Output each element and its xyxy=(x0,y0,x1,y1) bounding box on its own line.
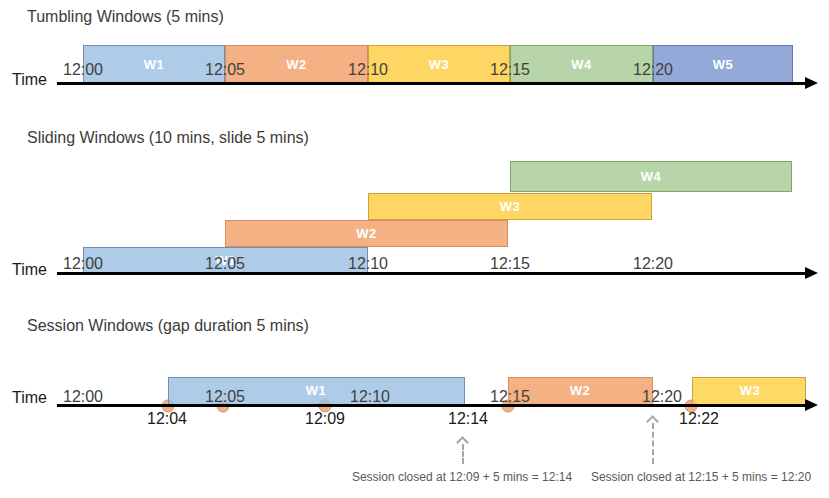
tumbling-tick-1200: 12:00 xyxy=(63,61,103,79)
tumbling-window-w2-label: W2 xyxy=(286,57,307,72)
sliding-tick-1215: 12:15 xyxy=(490,255,530,273)
tumbling-window-w1-label: W1 xyxy=(144,57,165,72)
tumbling-time-axis xyxy=(57,82,807,85)
session-window-w2-label: W2 xyxy=(570,383,591,398)
sliding-time-axis-label: Time xyxy=(12,261,47,279)
sliding-window-w2-label: W2 xyxy=(356,226,377,241)
session-tick-1210: 12:10 xyxy=(350,388,390,406)
tumbling-tick-1215: 12:15 xyxy=(490,61,530,79)
sliding-window-w2: W2 xyxy=(225,220,508,247)
sliding-tick-1210: 12:10 xyxy=(348,255,388,273)
sliding-window-w4: W4 xyxy=(510,161,792,192)
session-tick-1205: 12:05 xyxy=(205,388,245,406)
tumbling-window-w4: W4 xyxy=(510,45,653,83)
tumbling-window-w3-label: W3 xyxy=(429,57,450,72)
session-axis-arrow-icon xyxy=(805,399,818,411)
session-tick-1220: 12:20 xyxy=(642,388,682,406)
session-tick-1215: 12:15 xyxy=(490,388,530,406)
sliding-window-w4-label: W4 xyxy=(641,169,662,184)
tumbling-window-w5-label: W5 xyxy=(713,57,734,72)
sliding-axis-arrow-icon xyxy=(805,267,818,279)
session-event-label-1209: 12:09 xyxy=(305,410,345,428)
tumbling-window-w5: W5 xyxy=(653,45,793,83)
session-window-w1-label: W1 xyxy=(306,383,327,398)
session-section-title: Session Windows (gap duration 5 mins) xyxy=(27,317,309,335)
tumbling-axis-arrow-icon xyxy=(805,77,818,89)
sliding-window-w3: W3 xyxy=(368,193,652,220)
sliding-tick-1200: 12:00 xyxy=(63,255,103,273)
session-event-label-1222: 12:22 xyxy=(679,410,719,428)
tumbling-tick-1210: 12:10 xyxy=(348,61,388,79)
sliding-window-w3-label: W3 xyxy=(500,199,521,214)
session-time-axis-label: Time xyxy=(12,389,47,407)
tumbling-window-w4-label: W4 xyxy=(571,57,592,72)
windowing-strategies-diagram: Tumbling Windows (5 mins) W1 W2 W3 W4 W5… xyxy=(0,0,829,498)
tumbling-tick-1205: 12:05 xyxy=(205,61,245,79)
tumbling-section-title: Tumbling Windows (5 mins) xyxy=(27,8,224,26)
session-closed-arrow-2-line xyxy=(652,423,654,464)
tumbling-time-axis-label: Time xyxy=(12,71,47,89)
tumbling-window-w3: W3 xyxy=(368,45,510,83)
session-event-label-1204: 12:04 xyxy=(147,410,187,428)
session-window-w3-label: W3 xyxy=(740,383,761,398)
sliding-time-axis xyxy=(57,272,807,275)
session-closed-annotation-1: Session closed at 12:09 + 5 mins = 12:14 xyxy=(352,470,572,484)
tumbling-window-w1: W1 xyxy=(83,45,225,83)
tumbling-window-w2: W2 xyxy=(225,45,368,83)
sliding-section-title: Sliding Windows (10 mins, slide 5 mins) xyxy=(27,129,309,147)
tumbling-tick-1220: 12:20 xyxy=(633,61,673,79)
sliding-tick-1205: 12:05 xyxy=(205,255,245,273)
session-closed-annotation-2: Session closed at 12:15 + 5 mins = 12:20 xyxy=(591,470,811,484)
session-event-label-1214: 12:14 xyxy=(448,410,488,428)
sliding-tick-1220: 12:20 xyxy=(633,255,673,273)
session-time-axis xyxy=(57,404,807,407)
session-closed-arrow-1-line xyxy=(462,444,464,464)
session-tick-1200: 12:00 xyxy=(63,388,103,406)
